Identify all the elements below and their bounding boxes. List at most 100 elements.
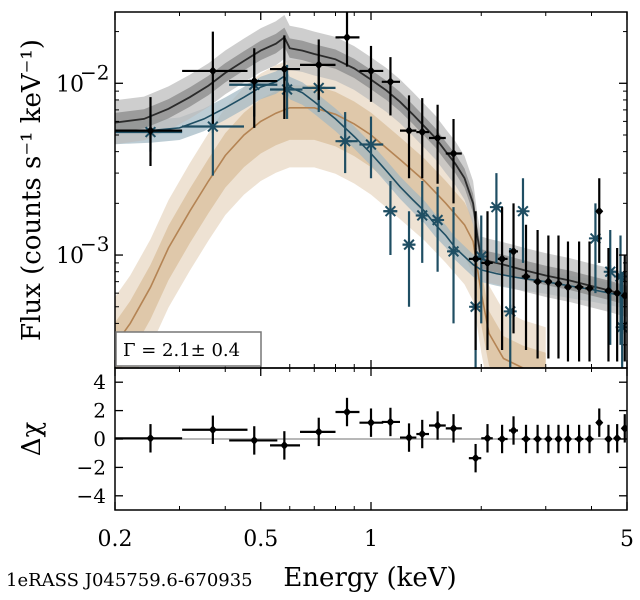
observed-spectrum-point bbox=[400, 95, 417, 179]
residual-diamond-marker bbox=[405, 433, 414, 443]
residual-diamond-marker bbox=[620, 423, 627, 433]
x-tick-label: 5 bbox=[620, 527, 634, 552]
residual-diamond-marker bbox=[280, 440, 289, 450]
total-model-band-outer bbox=[115, 15, 627, 318]
observed-diamond-marker bbox=[386, 77, 395, 87]
residual-diamond-marker bbox=[471, 453, 480, 463]
residual-point bbox=[585, 424, 594, 454]
residual-diamond-marker bbox=[483, 433, 492, 443]
teal-spectrum-point bbox=[383, 180, 398, 256]
teal-star-marker bbox=[402, 238, 416, 252]
teal-star-marker bbox=[615, 320, 627, 334]
teal-star-marker bbox=[383, 204, 397, 218]
residual-point bbox=[521, 424, 531, 454]
teal-spectrum-point bbox=[489, 173, 503, 263]
observed-diamond-marker bbox=[405, 126, 414, 136]
residual-point bbox=[497, 424, 508, 454]
teal-spectrum-point bbox=[516, 178, 530, 263]
residual-diamond-marker bbox=[544, 434, 553, 444]
residual-diamond-marker bbox=[509, 425, 518, 435]
teal-star-marker bbox=[489, 200, 503, 214]
observed-spectrum-point bbox=[429, 104, 446, 184]
residual-y-tick-label: 2 bbox=[93, 399, 106, 423]
residual-point bbox=[429, 411, 446, 440]
x-tick-label: 1 bbox=[364, 527, 378, 552]
teal-star-marker bbox=[516, 204, 530, 218]
residual-point bbox=[481, 424, 493, 453]
teal-spectrum-point bbox=[402, 211, 416, 307]
residual-point bbox=[182, 415, 248, 444]
residual-point bbox=[335, 397, 360, 427]
observed-spectrum-point bbox=[585, 241, 594, 362]
x-tick-label: 0.2 bbox=[98, 527, 133, 552]
gamma-annotation-box bbox=[115, 331, 262, 367]
residual-diamond-marker bbox=[604, 434, 613, 444]
observed-spectrum-point bbox=[508, 203, 519, 334]
teal-star-marker bbox=[603, 265, 617, 279]
observed-spectrum-point bbox=[574, 241, 584, 362]
observed-diamond-marker bbox=[522, 272, 531, 282]
residual-points bbox=[115, 397, 627, 473]
teal-star-marker bbox=[206, 120, 220, 134]
residual-point bbox=[400, 423, 417, 452]
observed-spectrum-point bbox=[595, 178, 604, 263]
teal-spectrum-point bbox=[588, 203, 602, 294]
residual-diamond-marker bbox=[575, 434, 584, 444]
observed-spectrum-point bbox=[182, 31, 248, 124]
energy-axis-label: Energy (keV) bbox=[283, 563, 456, 593]
teal-star-marker bbox=[614, 270, 627, 284]
observed-spectrum-point bbox=[544, 235, 553, 359]
residual-point bbox=[468, 443, 482, 473]
residual-diamond-marker bbox=[498, 434, 507, 444]
teal-spectrum-point bbox=[474, 215, 488, 324]
observed-spectrum-point bbox=[521, 224, 531, 351]
teal-spectrum-point bbox=[359, 116, 384, 179]
observed-spectrum-point bbox=[497, 207, 508, 351]
observed-diamond-marker bbox=[533, 277, 542, 287]
observed-diamond-marker bbox=[595, 206, 604, 216]
observed-diamond-marker bbox=[146, 126, 155, 136]
residual-point bbox=[359, 408, 384, 437]
teal-star-marker bbox=[503, 304, 517, 318]
flux-axis-label: Flux (counts s⁻¹ keV⁻¹) bbox=[17, 39, 47, 341]
residual-point bbox=[595, 408, 604, 437]
observed-spectrum-point bbox=[533, 229, 542, 359]
gamma-annotation-text: Γ = 2.1± 0.4 bbox=[123, 340, 240, 361]
observed-diamond-marker bbox=[367, 66, 375, 76]
observed-diamond-marker bbox=[343, 32, 352, 42]
observed-spectrum-point bbox=[300, 39, 336, 100]
residual-diamond-marker bbox=[250, 435, 259, 445]
tan-model-band-inner bbox=[115, 85, 546, 368]
observed-diamond-marker bbox=[498, 254, 507, 264]
residual-point bbox=[544, 424, 553, 454]
delta-chi-axis-label: Δχ bbox=[17, 421, 47, 456]
residual-diamond-marker bbox=[314, 427, 323, 437]
residual-y-tick-label: −2 bbox=[77, 455, 106, 479]
spectrum-points bbox=[115, 12, 627, 368]
teal-star-marker bbox=[415, 208, 429, 222]
residual-diamond-marker bbox=[208, 425, 217, 435]
teal-spectrum-point bbox=[415, 180, 429, 263]
residual-point bbox=[574, 424, 584, 454]
teal-spectrum-point bbox=[503, 247, 517, 368]
observed-diamond-marker bbox=[585, 283, 594, 293]
observed-diamond-marker bbox=[544, 277, 553, 287]
observed-spectrum-point bbox=[270, 35, 301, 119]
teal-star-marker bbox=[338, 134, 352, 148]
observed-spectrum-point bbox=[468, 211, 482, 351]
teal-spectrum-point bbox=[270, 64, 303, 119]
residual-y-tick-label: 0 bbox=[93, 427, 106, 451]
observed-diamond-marker bbox=[563, 282, 572, 292]
observed-diamond-marker bbox=[483, 258, 492, 268]
residual-point bbox=[554, 424, 563, 454]
observed-diamond-marker bbox=[314, 60, 323, 70]
residual-diamond-marker bbox=[418, 429, 427, 439]
residual-point bbox=[613, 424, 622, 453]
residual-point bbox=[300, 417, 336, 447]
teal-spectrum-point bbox=[335, 112, 358, 174]
residual-diamond-marker bbox=[585, 434, 594, 444]
teal-star-marker bbox=[431, 213, 445, 227]
observed-diamond-marker bbox=[280, 64, 289, 74]
teal-spectrum-point bbox=[615, 271, 627, 368]
